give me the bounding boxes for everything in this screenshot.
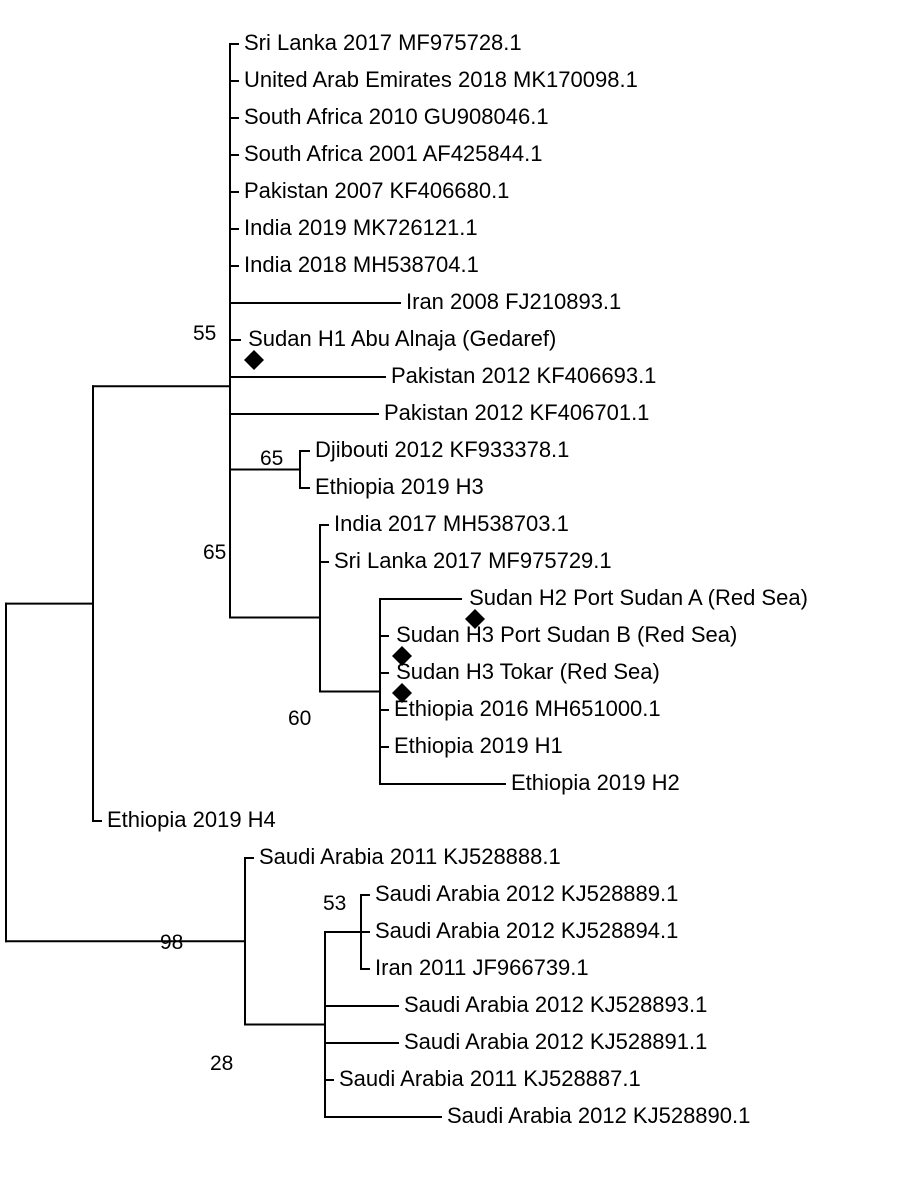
leaf-label: Ethiopia 2019 H1 bbox=[394, 733, 563, 759]
leaf-label: Djibouti 2012 KF933378.1 bbox=[315, 437, 569, 463]
bootstrap-value: 65 bbox=[260, 447, 283, 471]
leaf-label: Saudi Arabia 2011 KJ528887.1 bbox=[339, 1066, 641, 1092]
leaf-text: Sudan H2 Port Sudan A (Red Sea) bbox=[463, 585, 808, 610]
leaf-label: Saudi Arabia 2012 KJ528891.1 bbox=[404, 1029, 707, 1055]
leaf-label: Sudan H2 Port Sudan A (Red Sea) bbox=[463, 585, 808, 611]
leaf-label: Sudan H1 Abu Alnaja (Gedaref) bbox=[242, 326, 556, 352]
leaf-text: Sudan H3 Tokar (Red Sea) bbox=[390, 659, 660, 684]
phylo-tree: Sri Lanka 2017 MF975728.1 United Arab Emi… bbox=[0, 0, 900, 1195]
leaf-label: Sudan H3 Tokar (Red Sea) bbox=[390, 659, 660, 685]
leaf-label: South Africa 2001 AF425844.1 bbox=[244, 141, 542, 167]
leaf-text: Sudan H1 Abu Alnaja (Gedaref) bbox=[242, 326, 556, 351]
leaf-label: Sudan H3 Port Sudan B (Red Sea) bbox=[390, 622, 737, 648]
leaf-label: Pakistan 2012 KF406701.1 bbox=[384, 400, 649, 426]
leaf-label: Iran 2011 JF966739.1 bbox=[375, 955, 589, 981]
bootstrap-value: 53 bbox=[323, 892, 346, 916]
leaf-text: Sudan H3 Port Sudan B (Red Sea) bbox=[390, 622, 737, 647]
leaf-label: Pakistan 2007 KF406680.1 bbox=[244, 178, 509, 204]
leaf-label: Sri Lanka 2017 MF975728.1 bbox=[244, 30, 522, 56]
leaf-label: Ethiopia 2019 H4 bbox=[107, 807, 276, 833]
bootstrap-value: 60 bbox=[288, 707, 311, 731]
leaf-label: India 2018 MH538704.1 bbox=[244, 252, 479, 278]
bootstrap-value: 65 bbox=[203, 541, 226, 565]
leaf-label: Saudi Arabia 2012 KJ528894.1 bbox=[375, 918, 678, 944]
leaf-label: Saudi Arabia 2012 KJ528893.1 bbox=[404, 992, 707, 1018]
bootstrap-value: 98 bbox=[160, 931, 183, 955]
leaf-label: Ethiopia 2016 MH651000.1 bbox=[394, 696, 661, 722]
leaf-label: India 2019 MK726121.1 bbox=[244, 215, 478, 241]
leaf-label: United Arab Emirates 2018 MK170098.1 bbox=[244, 67, 638, 93]
leaf-label: Pakistan 2012 KF406693.1 bbox=[391, 363, 656, 389]
leaf-label: Sri Lanka 2017 MF975729.1 bbox=[334, 548, 612, 574]
leaf-label: Iran 2008 FJ210893.1 bbox=[406, 289, 621, 315]
bootstrap-value: 55 bbox=[193, 322, 216, 346]
leaf-label: Ethiopia 2019 H3 bbox=[315, 474, 484, 500]
leaf-label: Saudi Arabia 2012 KJ528890.1 bbox=[447, 1103, 750, 1129]
leaf-label: South Africa 2010 GU908046.1 bbox=[244, 104, 549, 130]
leaf-label: Saudi Arabia 2012 KJ528889.1 bbox=[375, 881, 678, 907]
bootstrap-value: 28 bbox=[210, 1052, 233, 1076]
leaf-label: India 2017 MH538703.1 bbox=[334, 511, 569, 537]
leaf-label: Saudi Arabia 2011 KJ528888.1 bbox=[259, 844, 561, 870]
leaf-label: Ethiopia 2019 H2 bbox=[511, 770, 680, 796]
